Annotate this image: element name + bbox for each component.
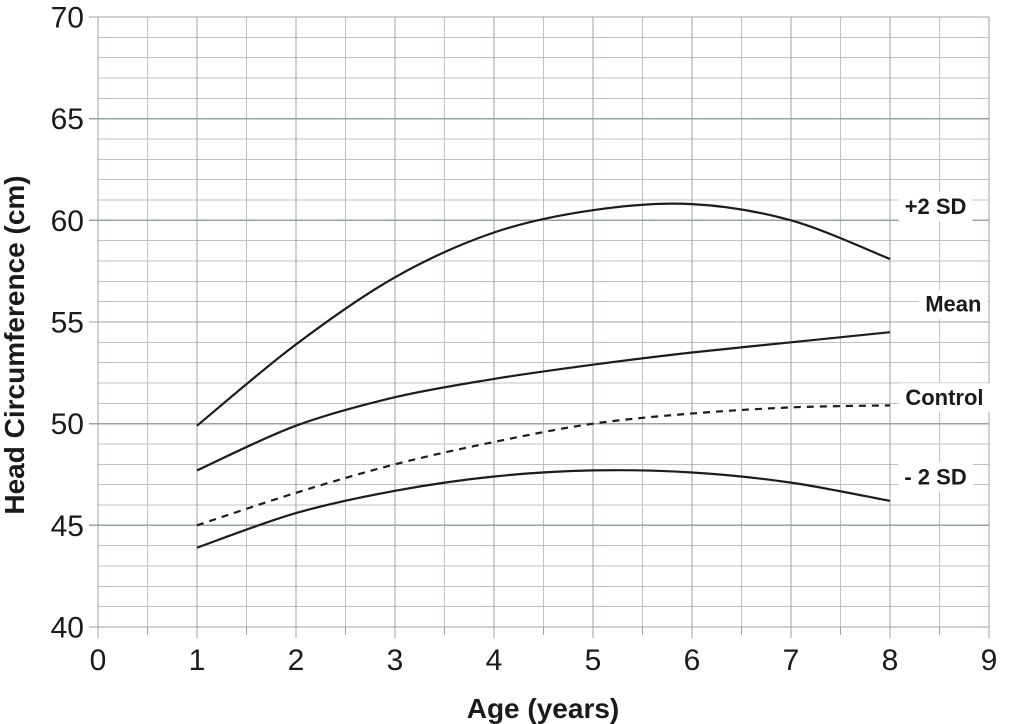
- curve-label-background: [898, 192, 973, 222]
- curve-label-plus-2sd: +2 SD: [905, 194, 967, 219]
- x-tick-label: 9: [981, 644, 998, 677]
- curve-mean: [196, 331, 891, 472]
- y-tick-label: 60: [51, 205, 84, 238]
- y-tick-label: 65: [51, 103, 84, 136]
- curve-plus-2sd: [196, 202, 891, 427]
- x-tick-label: 1: [189, 644, 206, 677]
- data-curves: [196, 202, 891, 549]
- curve-label-control: Control: [905, 385, 983, 410]
- x-tick-label: 0: [90, 644, 107, 677]
- axis-tick-marks: [89, 16, 990, 638]
- x-tick-label: 3: [387, 644, 404, 677]
- curve-minus-2sd: [196, 469, 891, 549]
- y-axis-title: Head Circumference (cm): [0, 175, 30, 514]
- y-tick-label: 50: [51, 408, 84, 441]
- y-tick-label: 45: [51, 510, 84, 543]
- x-tick-label: 4: [486, 644, 503, 677]
- y-tick-label: 55: [51, 307, 84, 340]
- y-tick-label: 70: [51, 2, 84, 35]
- x-tick-label: 6: [684, 644, 701, 677]
- curve-label-mean: Mean: [925, 292, 981, 317]
- x-tick-label: 7: [783, 644, 800, 677]
- curve-label-minus-2sd: - 2 SD: [904, 465, 966, 490]
- curve-control: [196, 404, 891, 527]
- curve-labels: +2 SD Mean Control - 2 SD: [898, 192, 990, 492]
- x-axis-title: Age (years): [467, 693, 620, 724]
- curve-label-background: [899, 383, 990, 413]
- curve-label-background: [919, 289, 988, 319]
- curve-label-background: [898, 462, 973, 492]
- y-tick-label: 40: [51, 612, 84, 645]
- x-tick-label: 2: [288, 644, 305, 677]
- x-tick-label: 5: [585, 644, 602, 677]
- x-tick-label: 8: [882, 644, 899, 677]
